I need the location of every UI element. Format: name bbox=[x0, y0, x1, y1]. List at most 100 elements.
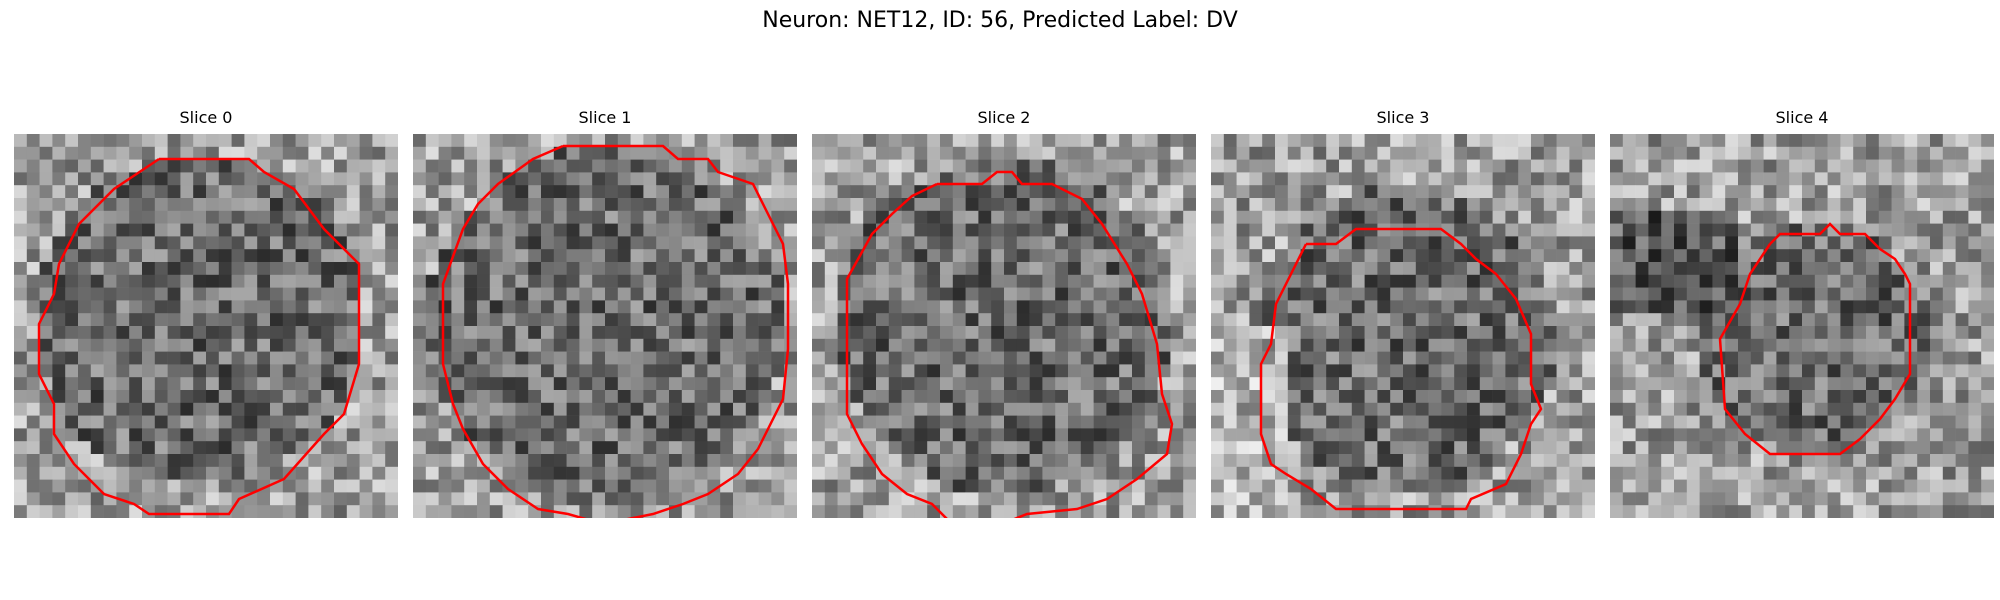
pixel bbox=[1287, 274, 1301, 288]
pixel bbox=[385, 287, 398, 301]
pixel bbox=[758, 338, 772, 352]
pixel bbox=[991, 338, 1005, 352]
pixel bbox=[90, 210, 104, 224]
pixel bbox=[334, 492, 348, 506]
pixel bbox=[914, 210, 928, 224]
pixel bbox=[167, 210, 181, 224]
pixel bbox=[257, 146, 271, 160]
pixel bbox=[1981, 505, 1994, 518]
pixel bbox=[1042, 479, 1056, 493]
pixel bbox=[528, 185, 542, 199]
pixel bbox=[167, 505, 181, 518]
pixel bbox=[643, 172, 657, 186]
pixel bbox=[1351, 198, 1365, 212]
pixel bbox=[1866, 300, 1880, 314]
pixel bbox=[1776, 415, 1790, 429]
pixel bbox=[579, 402, 593, 416]
pixel bbox=[52, 198, 66, 212]
pixel bbox=[617, 146, 631, 160]
pixel bbox=[26, 134, 40, 148]
pixel bbox=[78, 364, 92, 378]
pixel bbox=[142, 351, 156, 365]
pixel bbox=[901, 441, 915, 455]
pixel bbox=[991, 466, 1005, 480]
pixel bbox=[244, 505, 258, 518]
pixel bbox=[334, 505, 348, 518]
pixel bbox=[669, 338, 683, 352]
pixel bbox=[952, 146, 966, 160]
pixel bbox=[1068, 428, 1082, 442]
pixel bbox=[244, 454, 258, 468]
pixel bbox=[116, 236, 130, 250]
pixel bbox=[592, 492, 606, 506]
pixel bbox=[1531, 428, 1545, 442]
pixel bbox=[978, 402, 992, 416]
pixel bbox=[1582, 236, 1595, 250]
pixel bbox=[129, 249, 143, 263]
pixel bbox=[952, 210, 966, 224]
pixel bbox=[359, 479, 373, 493]
pixel bbox=[1042, 287, 1056, 301]
pixel bbox=[1004, 364, 1018, 378]
pixel bbox=[26, 390, 40, 404]
pixel bbox=[1249, 287, 1263, 301]
pixel bbox=[515, 479, 529, 493]
pixel bbox=[257, 210, 271, 224]
pixel bbox=[1930, 210, 1944, 224]
pixel bbox=[1622, 172, 1636, 186]
pixel bbox=[1622, 185, 1636, 199]
pixel bbox=[1004, 492, 1018, 506]
pixel bbox=[1441, 198, 1455, 212]
pixel bbox=[630, 262, 644, 276]
pixel bbox=[206, 351, 220, 365]
pixel bbox=[952, 185, 966, 199]
pixel bbox=[1725, 364, 1739, 378]
pixel bbox=[1287, 159, 1301, 173]
pixel bbox=[579, 274, 593, 288]
roi-contour bbox=[1259, 227, 1543, 511]
pixel bbox=[1377, 466, 1391, 480]
pixel bbox=[39, 428, 53, 442]
pixel bbox=[52, 300, 66, 314]
pixel bbox=[193, 338, 207, 352]
pixel bbox=[952, 402, 966, 416]
pixel bbox=[1377, 159, 1391, 173]
pixel bbox=[244, 364, 258, 378]
pixel bbox=[1802, 249, 1816, 263]
pixel bbox=[1080, 223, 1094, 237]
pixel bbox=[1144, 198, 1158, 212]
pixel bbox=[1981, 492, 1994, 506]
pixel bbox=[1029, 390, 1043, 404]
pixel bbox=[991, 428, 1005, 442]
pixel bbox=[1891, 262, 1905, 276]
pixel bbox=[167, 159, 181, 173]
pixel bbox=[1686, 466, 1700, 480]
pixel bbox=[720, 134, 734, 148]
pixel bbox=[643, 466, 657, 480]
pixel bbox=[914, 390, 928, 404]
pixel bbox=[1467, 223, 1481, 237]
pixel bbox=[270, 287, 284, 301]
pixel bbox=[863, 492, 877, 506]
pixel bbox=[1157, 287, 1171, 301]
pixel bbox=[1249, 262, 1263, 276]
pixel bbox=[1236, 364, 1250, 378]
pixel bbox=[1492, 262, 1506, 276]
pixel bbox=[1080, 351, 1094, 365]
pixel bbox=[346, 146, 360, 160]
pixel bbox=[502, 351, 516, 365]
pixel bbox=[1157, 338, 1171, 352]
pixel bbox=[154, 479, 168, 493]
pixel bbox=[1492, 492, 1506, 506]
pixel bbox=[413, 377, 427, 391]
pixel bbox=[863, 390, 877, 404]
pixel bbox=[438, 338, 452, 352]
pixel bbox=[385, 492, 398, 506]
pixel bbox=[978, 185, 992, 199]
pixel bbox=[295, 326, 309, 340]
pixel bbox=[1262, 274, 1276, 288]
pixel bbox=[167, 300, 181, 314]
pixel bbox=[940, 185, 954, 199]
pixel bbox=[837, 492, 851, 506]
pixel bbox=[385, 172, 398, 186]
